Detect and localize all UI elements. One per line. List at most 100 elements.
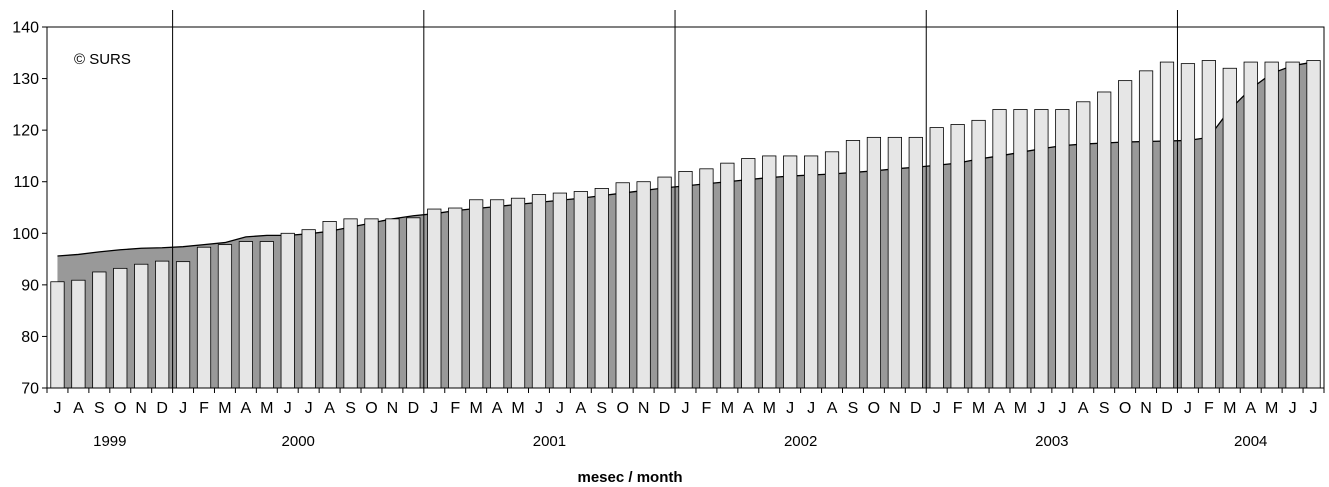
x-tick-label: A — [492, 400, 503, 417]
year-label: 2004 — [1234, 433, 1267, 450]
bar — [50, 281, 65, 389]
x-tick-label: D — [156, 400, 168, 417]
year-labels: 1999 2000 2001 2002 2003 2004 — [93, 433, 1267, 450]
bar — [1306, 60, 1321, 389]
bar — [427, 208, 442, 389]
bar — [657, 176, 672, 389]
x-tick-label: J — [807, 400, 815, 417]
x-tick-label: S — [1099, 400, 1110, 417]
x-tick-label: M — [972, 400, 985, 417]
x-tick-label: N — [387, 400, 399, 417]
x-tick-label: A — [575, 400, 586, 417]
bar — [762, 155, 777, 389]
x-tick-label: M — [1223, 400, 1236, 417]
x-tick-label: F — [450, 400, 460, 417]
x-tick-label: J — [786, 400, 794, 417]
y-tick-label: 70 — [21, 381, 39, 398]
bar — [950, 124, 965, 389]
bar — [1180, 63, 1196, 389]
x-tick-label: D — [408, 400, 420, 417]
x-tick-label: O — [868, 400, 880, 417]
x-tick-label: O — [616, 400, 628, 417]
bar — [175, 261, 191, 389]
x-tick-label: N — [638, 400, 650, 417]
bar — [845, 140, 861, 389]
bar — [1076, 101, 1091, 389]
x-tick-label: J — [284, 400, 292, 417]
x-tick-label: J — [535, 400, 543, 417]
x-tick-label: J — [1184, 400, 1192, 417]
bar — [1264, 61, 1279, 389]
x-tick-label: A — [1245, 400, 1256, 417]
x-tick-label: O — [1119, 400, 1131, 417]
x-tick-label: N — [1140, 400, 1152, 417]
x-tick-label: A — [241, 400, 252, 417]
bar — [824, 151, 840, 389]
x-tick-label: A — [743, 400, 754, 417]
bar — [259, 241, 274, 389]
bar — [887, 136, 902, 389]
bar — [364, 218, 379, 389]
bar — [1159, 61, 1175, 389]
x-tick-label: J — [1289, 400, 1297, 417]
bar — [406, 217, 421, 389]
x-axis-title: mesec / month — [577, 469, 682, 486]
x-tick-label: J — [556, 400, 564, 417]
x-tick-label: J — [1058, 400, 1066, 417]
x-tick-label: O — [114, 400, 126, 417]
y-tick-label: 110 — [13, 174, 39, 191]
y-tick-label: 130 — [12, 71, 39, 88]
y-tick-label: 120 — [12, 123, 39, 140]
bar — [238, 241, 253, 389]
bar — [280, 232, 295, 389]
bar — [510, 197, 526, 389]
bar — [636, 181, 651, 389]
bar — [594, 188, 609, 389]
bar — [113, 267, 128, 389]
bar — [134, 263, 149, 389]
bar — [573, 191, 588, 389]
plot-frame — [46, 10, 1325, 389]
x-tick-label: A — [994, 400, 1005, 417]
x-tick-label: O — [365, 400, 377, 417]
x-tick-label: M — [469, 400, 482, 417]
bar — [1097, 91, 1112, 389]
bar — [615, 182, 630, 389]
bar — [343, 218, 358, 389]
bar — [720, 162, 735, 389]
bar — [908, 136, 923, 389]
bar — [1118, 80, 1133, 389]
bar — [678, 170, 693, 389]
x-tick-label: M — [511, 400, 524, 417]
bar — [489, 199, 505, 389]
y-tick-label: 100 — [12, 226, 39, 243]
x-tick-label: D — [659, 400, 671, 417]
y-tick-label: 80 — [21, 329, 39, 346]
bar — [1138, 70, 1154, 389]
year-label: 2000 — [282, 433, 315, 450]
year-label: 1999 — [93, 433, 126, 450]
x-tick-label: M — [1014, 400, 1027, 417]
x-tick-label: J — [53, 400, 61, 417]
x-tick-label: S — [596, 400, 607, 417]
bar — [783, 155, 798, 389]
x-tick-label: S — [345, 400, 356, 417]
bar — [1055, 109, 1070, 389]
x-tick-label: N — [135, 400, 147, 417]
bar — [155, 260, 170, 389]
bar — [469, 199, 484, 389]
bar — [1285, 61, 1300, 389]
bar — [992, 109, 1007, 389]
plot-border — [46, 26, 1325, 389]
x-tick-label: M — [1265, 400, 1278, 417]
x-tick-label: M — [260, 400, 273, 417]
bar — [866, 136, 882, 389]
bar — [804, 155, 819, 389]
x-tick-label: J — [933, 400, 941, 417]
bar — [385, 218, 400, 389]
y-tick-label: 140 — [12, 20, 39, 37]
x-tick-label: A — [73, 400, 84, 417]
x-tick-label: A — [827, 400, 838, 417]
x-tick-label: J — [430, 400, 438, 417]
